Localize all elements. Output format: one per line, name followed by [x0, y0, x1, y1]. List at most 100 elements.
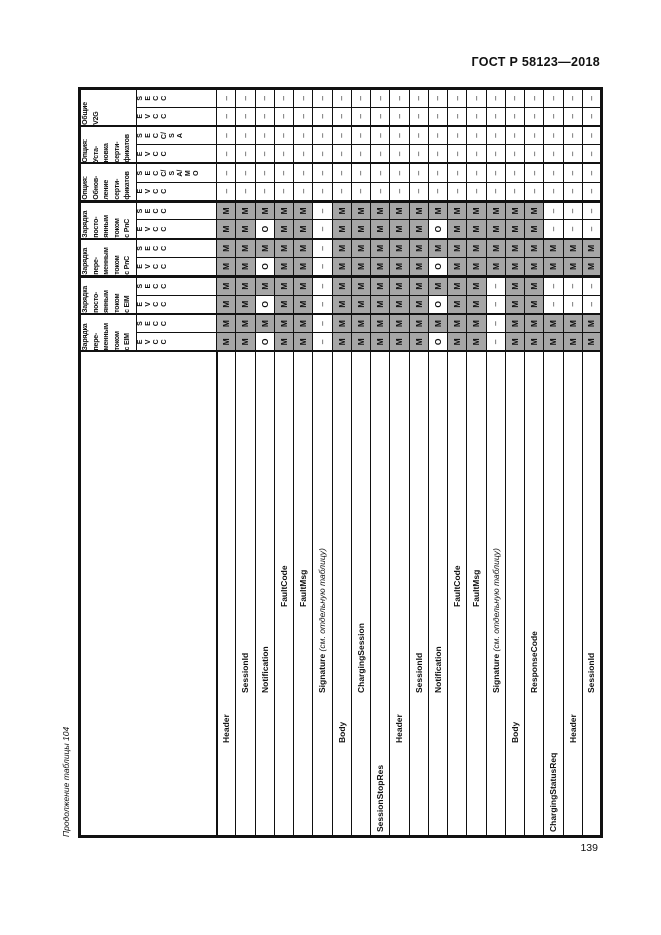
value-cell: М — [332, 276, 352, 296]
message-applicability-table: Зарядка пере-менным током с EIM Зарядка посто… — [78, 86, 603, 838]
value-cell: – — [312, 201, 332, 220]
value-cell: М — [409, 219, 429, 239]
value-cell: М — [293, 201, 313, 220]
value-cell: М — [216, 257, 236, 277]
value-cell: – — [351, 163, 371, 183]
value-cell: – — [312, 295, 332, 314]
value-cell: М — [582, 257, 602, 277]
value-cell: М — [274, 238, 294, 258]
value-cell: – — [543, 201, 563, 220]
column-group-label: Зарядка пере-менным током с PnC — [79, 238, 137, 277]
value-cell: – — [389, 88, 409, 108]
value-cell: – — [409, 88, 429, 108]
row-label-note: (см. отдельную таблицу) — [490, 548, 501, 652]
value-cell: – — [235, 107, 255, 126]
value-cell: М — [235, 219, 255, 239]
subcolumn-label: EVCC — [136, 257, 217, 277]
value-cell: – — [563, 144, 583, 164]
subcolumn-label: SECC — [136, 313, 217, 333]
value-cell: – — [486, 313, 506, 333]
value-cell: – — [351, 144, 371, 164]
value-cell: – — [293, 144, 313, 164]
row-label: Signature (см. отдельную таблицу) — [312, 351, 332, 837]
value-cell: – — [505, 125, 525, 145]
value-cell: М — [409, 332, 429, 352]
value-cell: – — [370, 88, 390, 108]
value-cell: М — [274, 295, 294, 314]
value-cell: О — [428, 332, 448, 352]
value-cell: М — [351, 201, 371, 220]
row-label: SessionId — [409, 351, 429, 837]
value-cell: М — [370, 276, 390, 296]
value-cell: – — [409, 144, 429, 164]
value-cell: – — [332, 88, 352, 108]
subcolumn-label: SECC — [136, 88, 217, 108]
value-cell: М — [274, 313, 294, 333]
row-label: Header — [563, 351, 583, 837]
value-cell: – — [505, 182, 525, 202]
value-cell: – — [389, 182, 409, 202]
value-cell: М — [235, 276, 255, 296]
table-row: FaultCode М М М М М М М М – – – – – – — [447, 88, 467, 837]
value-cell: М — [582, 238, 602, 258]
table-row: FaultMsg М М М М М М М М – – – – – – — [293, 88, 313, 837]
value-cell: – — [582, 182, 602, 202]
value-cell: – — [370, 182, 390, 202]
value-cell: – — [293, 88, 313, 108]
value-cell: М — [543, 313, 563, 333]
value-cell: М — [332, 332, 352, 352]
value-cell: – — [428, 125, 448, 145]
value-cell: М — [293, 257, 313, 277]
subcolumn-label: SECC/SA — [136, 125, 217, 145]
value-cell: М — [447, 238, 467, 258]
value-cell: М — [524, 295, 544, 314]
value-cell: – — [255, 88, 275, 108]
value-cell: М — [255, 313, 275, 333]
value-cell: М — [293, 238, 313, 258]
row-label: Header — [216, 351, 236, 837]
value-cell: – — [563, 125, 583, 145]
value-cell: М — [524, 313, 544, 333]
value-cell: М — [332, 295, 352, 314]
value-cell: – — [235, 182, 255, 202]
value-cell: М — [447, 276, 467, 296]
table-row: Signature (см. отдельную таблицу) – – – – – – –… — [312, 88, 332, 837]
row-label: SessionId — [235, 351, 255, 837]
value-cell: – — [563, 201, 583, 220]
value-cell: – — [274, 144, 294, 164]
value-cell: – — [255, 125, 275, 145]
value-cell: – — [312, 313, 332, 333]
value-cell: М — [293, 313, 313, 333]
value-cell: – — [563, 219, 583, 239]
value-cell: М — [389, 219, 409, 239]
value-cell: М — [274, 332, 294, 352]
row-label: Signature (см. отдельную таблицу) — [486, 351, 506, 837]
value-cell: М — [409, 313, 429, 333]
subcolumn-label: SECC — [136, 276, 217, 296]
value-cell: М — [524, 332, 544, 352]
value-cell: М — [332, 219, 352, 239]
table-row: SessionId М М М М М М М М – – – – – – — [235, 88, 255, 837]
column-group-label: Опция: Уста-новка серти-фикатов — [79, 125, 137, 164]
value-cell: – — [235, 88, 255, 108]
row-label-note: (см. отдельную таблицу) — [317, 548, 328, 652]
column-group-header-row: Зарядка пере-менным током с EIM Зарядка посто… — [79, 88, 217, 837]
value-cell: М — [409, 238, 429, 258]
value-cell: – — [332, 107, 352, 126]
value-cell: – — [563, 107, 583, 126]
value-cell: – — [466, 88, 486, 108]
value-cell: М — [466, 219, 486, 239]
value-cell: – — [428, 182, 448, 202]
value-cell: – — [543, 163, 563, 183]
row-label: FaultMsg — [466, 351, 486, 837]
value-cell: – — [235, 125, 255, 145]
value-cell: М — [582, 313, 602, 333]
table-row: ResponseCode М М М М М М М М – – – – – – — [524, 88, 544, 837]
value-cell: О — [428, 219, 448, 239]
value-cell: М — [466, 257, 486, 277]
value-cell: – — [543, 125, 563, 145]
value-cell: М — [332, 201, 352, 220]
value-cell: М — [389, 276, 409, 296]
value-cell: – — [428, 88, 448, 108]
